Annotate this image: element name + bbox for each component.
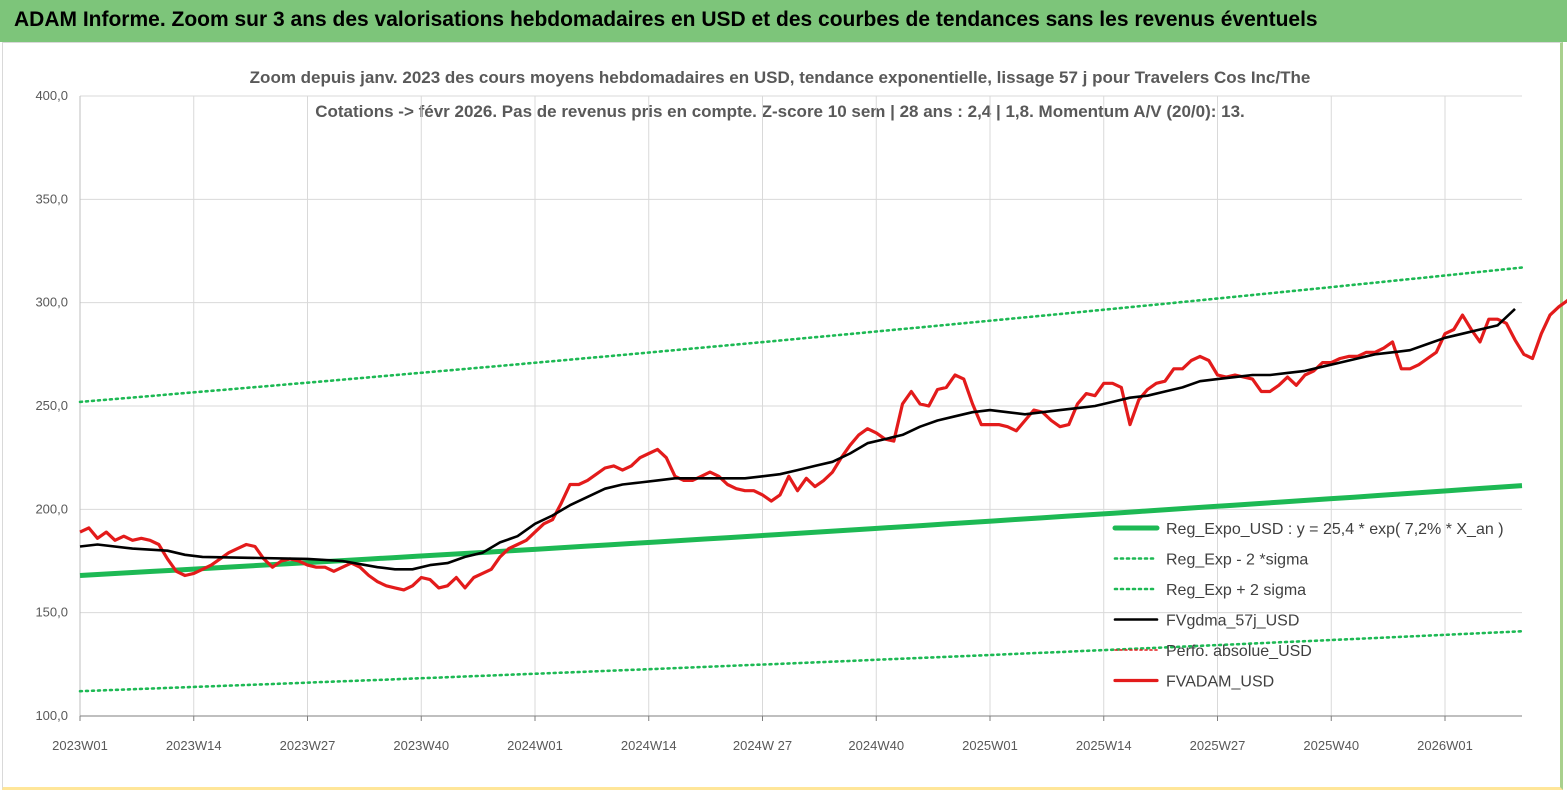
x-tick-label: 2026W01 — [1417, 738, 1473, 753]
legend-label: Reg_Expo_USD : y = 25,4 * exp( 7,2% * X_… — [1166, 521, 1504, 538]
x-tick-label: 2024W40 — [848, 738, 904, 753]
y-tick-label: 400,0 — [35, 88, 68, 103]
legend-label: FVgdma_57j_USD — [1166, 613, 1299, 630]
chart-subtitle-line-2: Cotations -> févr 2026. Pas de revenus p… — [315, 102, 1245, 121]
y-tick-label: 250,0 — [35, 398, 68, 413]
x-tick-label: 2025W01 — [962, 738, 1018, 753]
x-tick-label: 2025W14 — [1076, 738, 1132, 753]
x-tick-label: 2023W01 — [52, 738, 108, 753]
x-tick-label: 2024W14 — [621, 738, 677, 753]
legend-label: Reg_Exp + 2 sigma — [1166, 582, 1306, 599]
header-title: ADAM Informe. Zoom sur 3 ans des valoris… — [14, 8, 1318, 31]
header-banner: ADAM Informe. Zoom sur 3 ans des valoris… — [0, 0, 1567, 42]
fvadam-usd-line — [79, 298, 1567, 592]
y-tick-label: 200,0 — [35, 501, 68, 516]
x-tick-label: 2025W27 — [1190, 738, 1246, 753]
reg-exp-plus-2sigma-line — [78, 266, 1524, 404]
chart-subtitle-line-1: Zoom depuis janv. 2023 des cours moyens … — [250, 68, 1311, 87]
legend-label: FVADAM_USD — [1166, 674, 1274, 691]
x-tick-label: 2024W 27 — [733, 738, 792, 753]
x-tick-label: 2023W27 — [280, 738, 336, 753]
fvgdma-57j-usd-line — [79, 307, 1516, 571]
x-tick-label: 2025W40 — [1303, 738, 1359, 753]
legend-label: Reg_Exp - 2 *sigma — [1166, 552, 1308, 569]
x-tick-label: 2023W40 — [393, 738, 449, 753]
chart-frame — [2, 42, 1563, 790]
y-tick-label: 300,0 — [35, 295, 68, 310]
y-tick-label: 350,0 — [35, 191, 68, 206]
y-tick-label: 100,0 — [35, 708, 68, 723]
reg-exp-minus-2sigma-line — [78, 629, 1524, 693]
x-tick-label: 2023W14 — [166, 738, 222, 753]
x-tick-label: 2024W01 — [507, 738, 563, 753]
y-tick-label: 150,0 — [35, 605, 68, 620]
legend-label: Perfo. absolue_USD — [1166, 643, 1312, 660]
reg-expo-usd-line — [79, 483, 1523, 578]
